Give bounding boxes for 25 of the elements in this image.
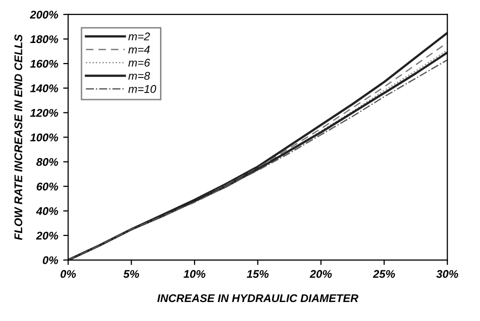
x-tick-label: 5% [123, 270, 140, 278]
y-tick-label: 100% [30, 133, 58, 142]
y-tick-label: 60% [36, 182, 58, 190]
y-tick-label: 200% [30, 10, 58, 19]
x-tick-label: 20% [310, 270, 332, 278]
x-tick-label: 25% [372, 270, 395, 278]
legend-label: m=6 [128, 58, 150, 67]
y-tick-label: 140% [30, 84, 58, 92]
x-tick-label: 30% [436, 270, 458, 278]
x-tick-label: 10% [184, 270, 206, 278]
x-tick-label: 15% [246, 270, 269, 278]
y-tick-label: 120% [30, 108, 58, 117]
x-tick-label: 0% [60, 270, 76, 278]
legend-label: m=2 [128, 32, 150, 40]
y-tick-label: 80% [36, 158, 58, 166]
y-tick-label: 180% [30, 35, 58, 44]
y-axis-title: FLOW RATE INCREASE IN END CELLS [14, 34, 22, 240]
legend-label: m=10 [128, 85, 156, 93]
y-tick-label: 20% [36, 232, 58, 240]
legend-label: m=4 [128, 46, 150, 54]
y-tick-label: 40% [36, 207, 58, 216]
legend-label: m=8 [128, 72, 150, 80]
y-tick-label: 0% [42, 256, 58, 264]
x-axis-title: INCREASE IN HYDRAULIC DIAMETER [157, 294, 358, 302]
y-tick-label: 160% [30, 60, 58, 68]
